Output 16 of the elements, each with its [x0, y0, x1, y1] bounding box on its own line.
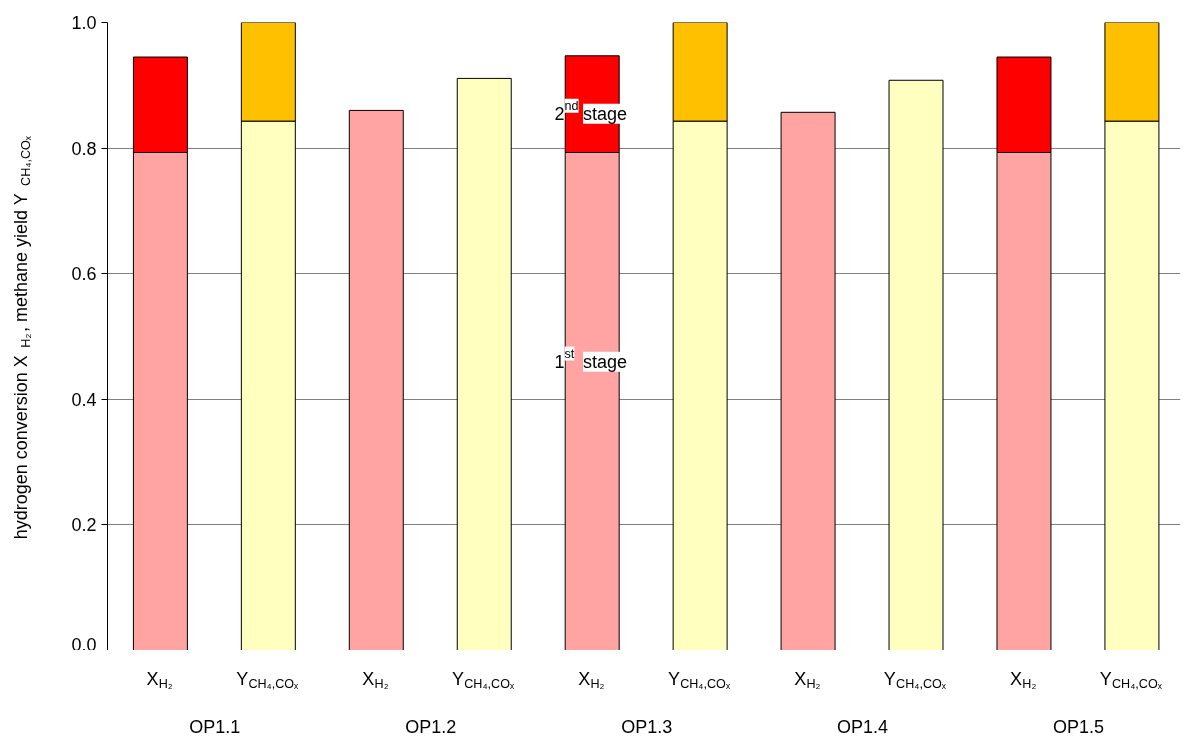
bar: [456, 77, 512, 650]
text: OP1.1: [189, 716, 241, 737]
bar: [780, 111, 836, 650]
y-tick-label: 1.0: [71, 13, 97, 33]
text: OP1.5: [1052, 716, 1104, 737]
y-tick-label: 0.8: [71, 138, 97, 159]
text: OP1.3: [621, 716, 673, 737]
y-tick-label: 0.6: [71, 264, 97, 285]
y-tick-label: 0.2: [71, 515, 97, 536]
bar: [888, 79, 944, 650]
y-tick-label: 0.4: [71, 389, 97, 410]
text: OP1.4: [837, 716, 889, 737]
text: OP1.2: [405, 716, 457, 737]
y-axis-title: hydrogen conversion XH₂, methane yield YCH₄,COₓ: [10, 135, 33, 540]
y-tick-label: 0.0: [71, 634, 97, 655]
bar: [348, 109, 404, 650]
